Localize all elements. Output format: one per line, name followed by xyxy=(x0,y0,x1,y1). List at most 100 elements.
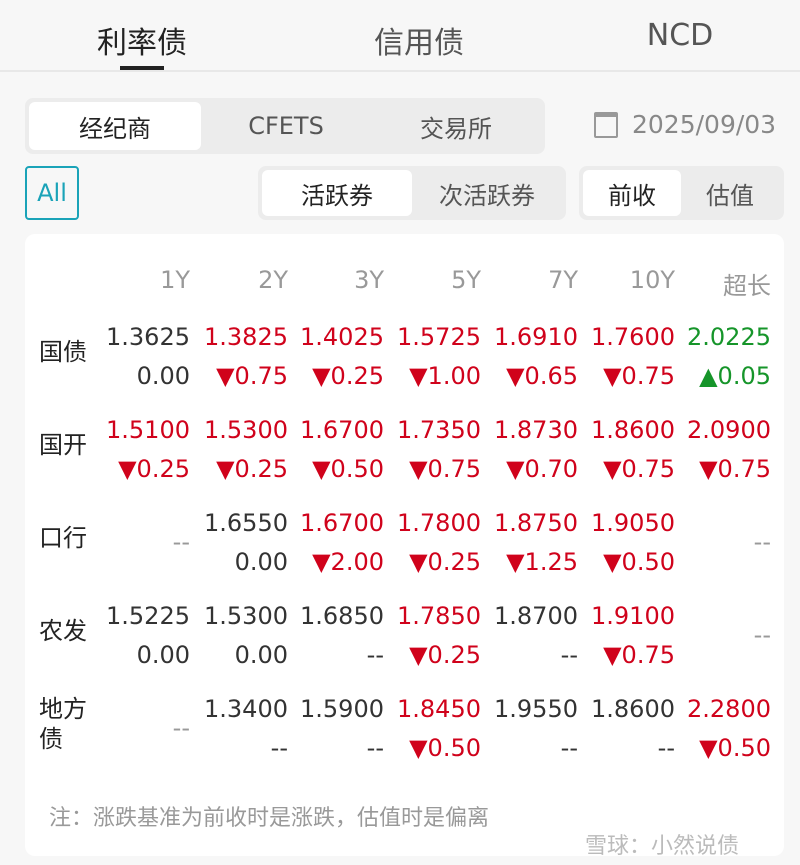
yield-value[interactable]: 1.5300 xyxy=(204,602,288,630)
tab-rate-bonds[interactable]: 利率债 xyxy=(97,26,187,61)
yield-change: ▼1.00 xyxy=(409,362,481,390)
yield-change: -- xyxy=(560,734,578,762)
row-label: 农发 xyxy=(39,617,87,645)
bond-segment: 活跃券 次活跃券 xyxy=(258,166,566,220)
yield-value[interactable]: 1.7850 xyxy=(397,602,481,630)
yield-value[interactable]: 2.2800 xyxy=(687,695,771,723)
yield-change: ▲0.05 xyxy=(699,362,771,390)
source-segment: 经纪商 CFETS 交易所 xyxy=(25,98,545,154)
yield-change: ▼2.00 xyxy=(312,548,384,576)
row-label: 国债 xyxy=(39,338,87,366)
active-tab-indicator xyxy=(120,66,164,70)
column-header: 2Y xyxy=(258,266,288,294)
yield-change: ▼0.75 xyxy=(409,455,481,483)
yield-change: 0.00 xyxy=(136,641,190,669)
yield-change: ▼0.75 xyxy=(603,455,675,483)
calendar-icon xyxy=(594,111,618,138)
date-value: 2025/09/03 xyxy=(632,110,777,139)
row-label: 国开 xyxy=(39,431,87,459)
yield-value[interactable]: 1.7800 xyxy=(397,509,481,537)
all-filter-button[interactable]: All xyxy=(25,166,79,220)
row-label: 地方债 xyxy=(39,695,87,753)
yield-value[interactable]: 1.3825 xyxy=(204,323,288,351)
yield-change: ▼0.50 xyxy=(603,548,675,576)
sub-active-bonds-tab[interactable]: 次活跃券 xyxy=(439,181,535,210)
date-picker[interactable]: 2025/09/03 xyxy=(594,110,776,139)
yield-value[interactable]: 1.8750 xyxy=(494,509,578,537)
yield-value[interactable]: 1.9550 xyxy=(494,695,578,723)
yield-value[interactable]: 1.8600 xyxy=(591,695,675,723)
column-header: 7Y xyxy=(548,266,578,294)
yield-change: -- xyxy=(560,641,578,669)
yield-change: -- xyxy=(270,734,288,762)
yield-change: ▼0.50 xyxy=(312,455,384,483)
empty-cell: -- xyxy=(753,621,771,649)
yield-value[interactable]: 1.6700 xyxy=(300,416,384,444)
source-cfets[interactable]: CFETS xyxy=(248,112,324,140)
column-header: 1Y xyxy=(160,266,190,294)
yield-value[interactable]: 1.7350 xyxy=(397,416,481,444)
yield-change: ▼0.75 xyxy=(603,362,675,390)
yield-value[interactable]: 1.6910 xyxy=(494,323,578,351)
yield-value[interactable]: 1.9050 xyxy=(591,509,675,537)
yield-change: ▼0.25 xyxy=(118,455,190,483)
yield-change: ▼0.75 xyxy=(603,641,675,669)
empty-cell: -- xyxy=(172,528,190,556)
yield-value[interactable]: 1.7600 xyxy=(591,323,675,351)
prev-close-tab[interactable]: 前收 xyxy=(583,170,681,216)
yield-value[interactable]: 1.5725 xyxy=(397,323,481,351)
yield-change: ▼0.25 xyxy=(409,548,481,576)
source-broker[interactable]: 经纪商 xyxy=(29,102,201,150)
empty-cell: -- xyxy=(172,714,190,742)
source-exchange[interactable]: 交易所 xyxy=(420,114,492,143)
yield-change: 0.00 xyxy=(234,641,288,669)
yield-change: 0.00 xyxy=(136,362,190,390)
yield-table: 注：涨跌基准为前收时是涨跌，估值时是偏离 雪球：小然说债 1Y 2Y 3Y 5Y 7Y 1… xyxy=(25,234,784,859)
watermark: 雪球：小然说债 xyxy=(585,834,740,859)
top-tabs: 利率债 信用债 NCD xyxy=(0,0,800,72)
yield-value[interactable]: 1.8450 xyxy=(397,695,481,723)
yield-change: -- xyxy=(366,734,384,762)
yield-value[interactable]: 1.6700 xyxy=(300,509,384,537)
yield-value[interactable]: 2.0900 xyxy=(687,416,771,444)
yield-value[interactable]: 1.8700 xyxy=(494,602,578,630)
yield-change: ▼0.25 xyxy=(216,455,288,483)
basis-segment: 前收 估值 xyxy=(579,166,784,220)
yield-value[interactable]: 1.6550 xyxy=(204,509,288,537)
column-header: 10Y xyxy=(629,266,675,294)
yield-value[interactable]: 1.4025 xyxy=(300,323,384,351)
yield-value[interactable]: 1.9100 xyxy=(591,602,675,630)
yield-change: ▼0.65 xyxy=(506,362,578,390)
tab-credit-bonds[interactable]: 信用债 xyxy=(374,26,464,61)
yield-change: ▼1.25 xyxy=(506,548,578,576)
yield-value[interactable]: 1.6850 xyxy=(300,602,384,630)
yield-change: ▼0.25 xyxy=(409,641,481,669)
yield-value[interactable]: 2.0225 xyxy=(687,323,771,351)
valuation-tab[interactable]: 估值 xyxy=(706,181,754,210)
yield-value[interactable]: 1.5300 xyxy=(204,416,288,444)
yield-value[interactable]: 1.8600 xyxy=(591,416,675,444)
yield-change: -- xyxy=(366,641,384,669)
yield-value[interactable]: 1.3400 xyxy=(204,695,288,723)
yield-change: -- xyxy=(657,734,675,762)
active-bonds-tab[interactable]: 活跃券 xyxy=(262,170,412,216)
yield-value[interactable]: 1.5900 xyxy=(300,695,384,723)
yield-change: ▼0.75 xyxy=(216,362,288,390)
column-header: 5Y xyxy=(451,266,481,294)
footnote: 注：涨跌基准为前收时是涨跌，估值时是偏离 xyxy=(49,806,490,831)
column-header: 超长 xyxy=(723,272,771,300)
yield-change: ▼0.70 xyxy=(506,455,578,483)
yield-change: ▼0.25 xyxy=(312,362,384,390)
empty-cell: -- xyxy=(753,528,771,556)
yield-change: ▼0.75 xyxy=(699,455,771,483)
yield-value[interactable]: 1.5100 xyxy=(106,416,190,444)
tab-ncd[interactable]: NCD xyxy=(646,18,714,53)
column-header: 3Y xyxy=(354,266,384,294)
yield-change: ▼0.50 xyxy=(699,734,771,762)
yield-change: ▼0.50 xyxy=(409,734,481,762)
yield-value[interactable]: 1.3625 xyxy=(106,323,190,351)
row-label: 口行 xyxy=(39,524,87,552)
yield-value[interactable]: 1.5225 xyxy=(106,602,190,630)
yield-change: 0.00 xyxy=(234,548,288,576)
yield-value[interactable]: 1.8730 xyxy=(494,416,578,444)
